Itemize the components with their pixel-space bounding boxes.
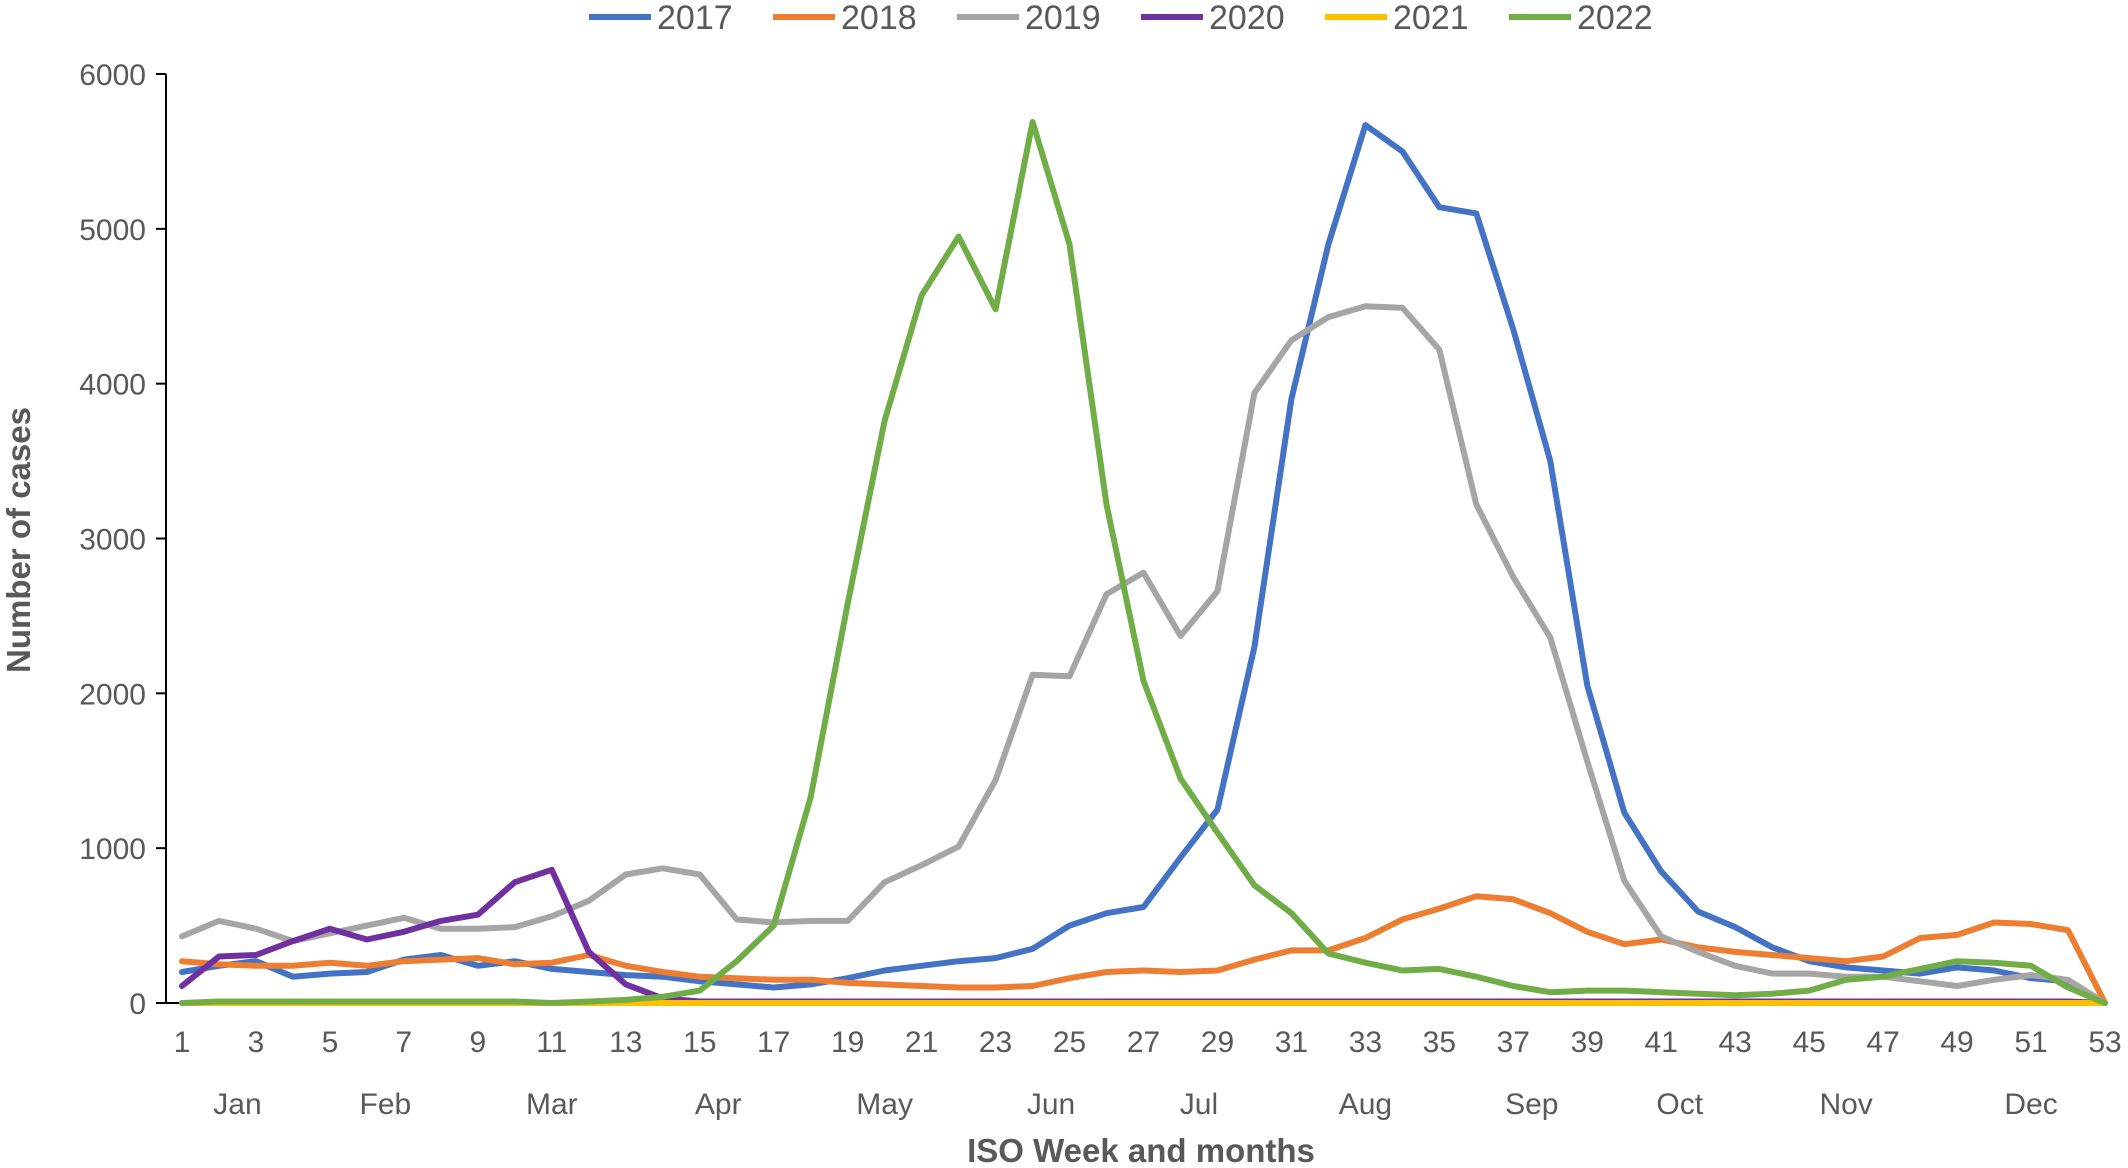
series-line-2019	[179, 303, 2108, 1006]
x-tick-label: 37	[1497, 1026, 1530, 1059]
y-tick-label: 0	[129, 988, 146, 1021]
x-tick-label: 45	[1792, 1026, 1825, 1059]
series-line-2022	[179, 119, 2108, 1006]
series-2019	[179, 303, 2108, 1006]
x-axis-title: ISO Week and months	[967, 1132, 1315, 1168]
x-tick-label: 31	[1275, 1026, 1308, 1059]
month-label: Jul	[1180, 1088, 1218, 1121]
legend-label: 2021	[1393, 0, 1469, 37]
x-tick-label: 1	[174, 1026, 191, 1059]
x-tick-label: 9	[470, 1026, 487, 1059]
x-tick-label: 47	[1866, 1026, 1899, 1059]
legend-label: 2017	[657, 0, 733, 37]
legend-label: 2018	[841, 0, 917, 37]
x-tick-label: 19	[831, 1026, 864, 1059]
x-tick-label: 29	[1201, 1026, 1234, 1059]
month-axis: Jan Feb Mar Apr May Jun Jul Aug Sep Oct Nov Dec	[213, 1088, 2057, 1121]
legend-item-2017: 2017	[589, 0, 733, 37]
series-line-2018	[179, 893, 2108, 1006]
legend-item-2022: 2022	[1509, 0, 1653, 37]
y-axis-title: Number of cases	[0, 407, 37, 673]
y-tick-label: 6000	[79, 59, 146, 92]
month-label: Jan	[213, 1088, 261, 1121]
x-tick-label: 23	[979, 1026, 1012, 1059]
month-label: Sep	[1505, 1088, 1558, 1121]
x-tick-label: 3	[248, 1026, 265, 1059]
plot-area	[179, 119, 2108, 1006]
x-tick-label: 11	[536, 1026, 567, 1059]
x-tick-label: 13	[609, 1026, 642, 1059]
y-axis: 0 1000 2000 3000 4000 5000 6000	[79, 59, 167, 1021]
x-tick-label: 7	[396, 1026, 413, 1059]
x-tick-label: 39	[1571, 1026, 1604, 1059]
x-tick-label: 15	[683, 1026, 716, 1059]
x-tick-label: 25	[1053, 1026, 1086, 1059]
legend-item-2019: 2019	[957, 0, 1101, 37]
x-tick-label: 41	[1645, 1026, 1678, 1059]
x-tick-label: 53	[2088, 1026, 2121, 1059]
legend-item-2018: 2018	[773, 0, 917, 37]
y-tick-label: 3000	[79, 524, 146, 557]
legend-label: 2022	[1577, 0, 1653, 37]
y-tick-label: 1000	[79, 833, 146, 866]
x-tick-label: 17	[757, 1026, 790, 1059]
x-tick-label: 21	[905, 1026, 938, 1059]
series-2020	[179, 866, 2108, 1006]
month-label: Aug	[1339, 1088, 1392, 1121]
series-line-2017	[179, 122, 2108, 1006]
x-tick-label: 5	[322, 1026, 339, 1059]
x-axis: 1 3 5 7 9 11 13 15 17 19 21 23 25 27 29 31 33 35 37 39 41 43 4…	[166, 1002, 2122, 1059]
month-label: Feb	[360, 1088, 412, 1121]
month-label: Mar	[526, 1088, 578, 1121]
series-2017	[179, 122, 2108, 1006]
legend-item-2021: 2021	[1325, 0, 1469, 37]
x-tick-label: 49	[1940, 1026, 1973, 1059]
x-tick-label: 51	[2014, 1026, 2047, 1059]
y-tick-label: 4000	[79, 369, 146, 402]
legend: 2017 2018 2019 2020 2021 2022	[589, 0, 1653, 37]
legend-label: 2020	[1209, 0, 1285, 37]
series-2022	[179, 119, 2108, 1006]
x-tick-label: 43	[1719, 1026, 1752, 1059]
month-label: Oct	[1656, 1088, 1703, 1121]
y-tick-label: 2000	[79, 678, 146, 711]
legend-label: 2019	[1025, 0, 1101, 37]
month-label: Nov	[1819, 1088, 1872, 1121]
month-label: May	[856, 1088, 913, 1121]
x-tick-label: 27	[1127, 1026, 1160, 1059]
x-tick-label: 33	[1349, 1026, 1382, 1059]
legend-item-2020: 2020	[1141, 0, 1285, 37]
series-line-2020	[179, 866, 2108, 1006]
month-label: Dec	[2004, 1088, 2057, 1121]
month-label: Apr	[695, 1088, 742, 1121]
y-tick-label: 5000	[79, 214, 146, 247]
x-tick-label: 35	[1423, 1026, 1456, 1059]
month-label: Jun	[1027, 1088, 1075, 1121]
